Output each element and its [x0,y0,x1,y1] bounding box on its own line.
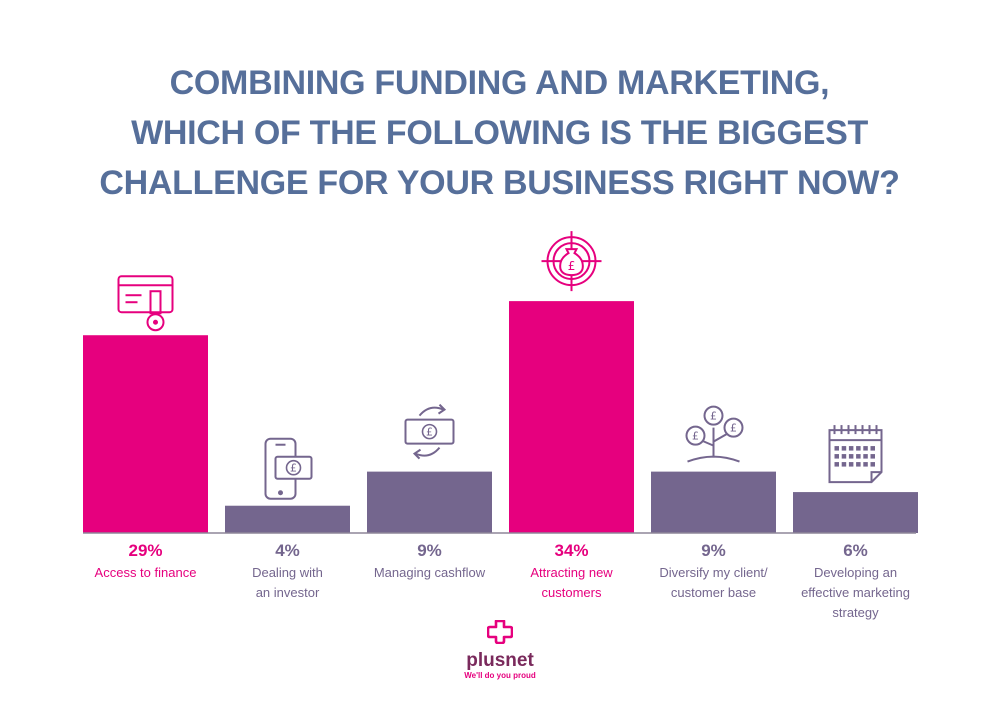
category-label: Access to finance [95,565,197,580]
value-label: 9% [417,541,442,560]
svg-text:£: £ [290,462,297,475]
bar [367,471,492,533]
svg-text:£: £ [692,430,699,443]
svg-text:£: £ [710,410,717,423]
svg-text:£: £ [568,259,576,273]
bar [83,335,208,533]
phone-payment-icon: £ [264,437,313,500]
category-label: Attracting new [530,565,613,580]
category-label: Dealing with [252,565,323,580]
value-label: 29% [128,541,162,560]
calendar-icon [828,425,883,484]
chart-title-line: COMBINING FUNDING AND MARKETING, [169,64,830,102]
chart-title: COMBINING FUNDING AND MARKETING, WHICH OF… [0,58,999,208]
target-money-bag-icon: £ [541,231,602,292]
bar [509,301,634,533]
svg-text:£: £ [426,426,433,439]
bar [793,492,918,533]
bar [225,505,350,533]
cashflow-icon: £ [404,403,455,460]
category-label: Developing an [814,565,897,580]
value-label: 4% [275,541,300,560]
category-label: Diversify my client/ [659,565,768,580]
value-label: 9% [701,541,726,560]
bar [651,471,776,533]
plus-cross-icon [486,619,514,645]
category-label: customers [542,585,602,600]
money-tree-icon: £ £ £ [685,405,744,463]
svg-text:£: £ [730,422,737,435]
brand-tagline: We'll do you proud [464,671,536,680]
category-label: strategy [832,605,879,620]
chart-title-line: CHALLENGE FOR YOUR BUSINESS RIGHT NOW? [99,164,900,202]
category-label: effective marketing [801,585,910,600]
category-label: an investor [256,585,320,600]
category-label: customer base [671,585,756,600]
value-label: 6% [843,541,868,560]
brand-name: plusnet [466,650,534,671]
credit-card-key-icon [117,275,174,332]
value-label: 34% [554,541,588,560]
plusnet-logo: plusnet We'll do you proud [440,619,560,681]
category-label: Managing cashflow [374,565,486,580]
chart-title-line: WHICH OF THE FOLLOWING IS THE BIGGEST [131,114,868,152]
